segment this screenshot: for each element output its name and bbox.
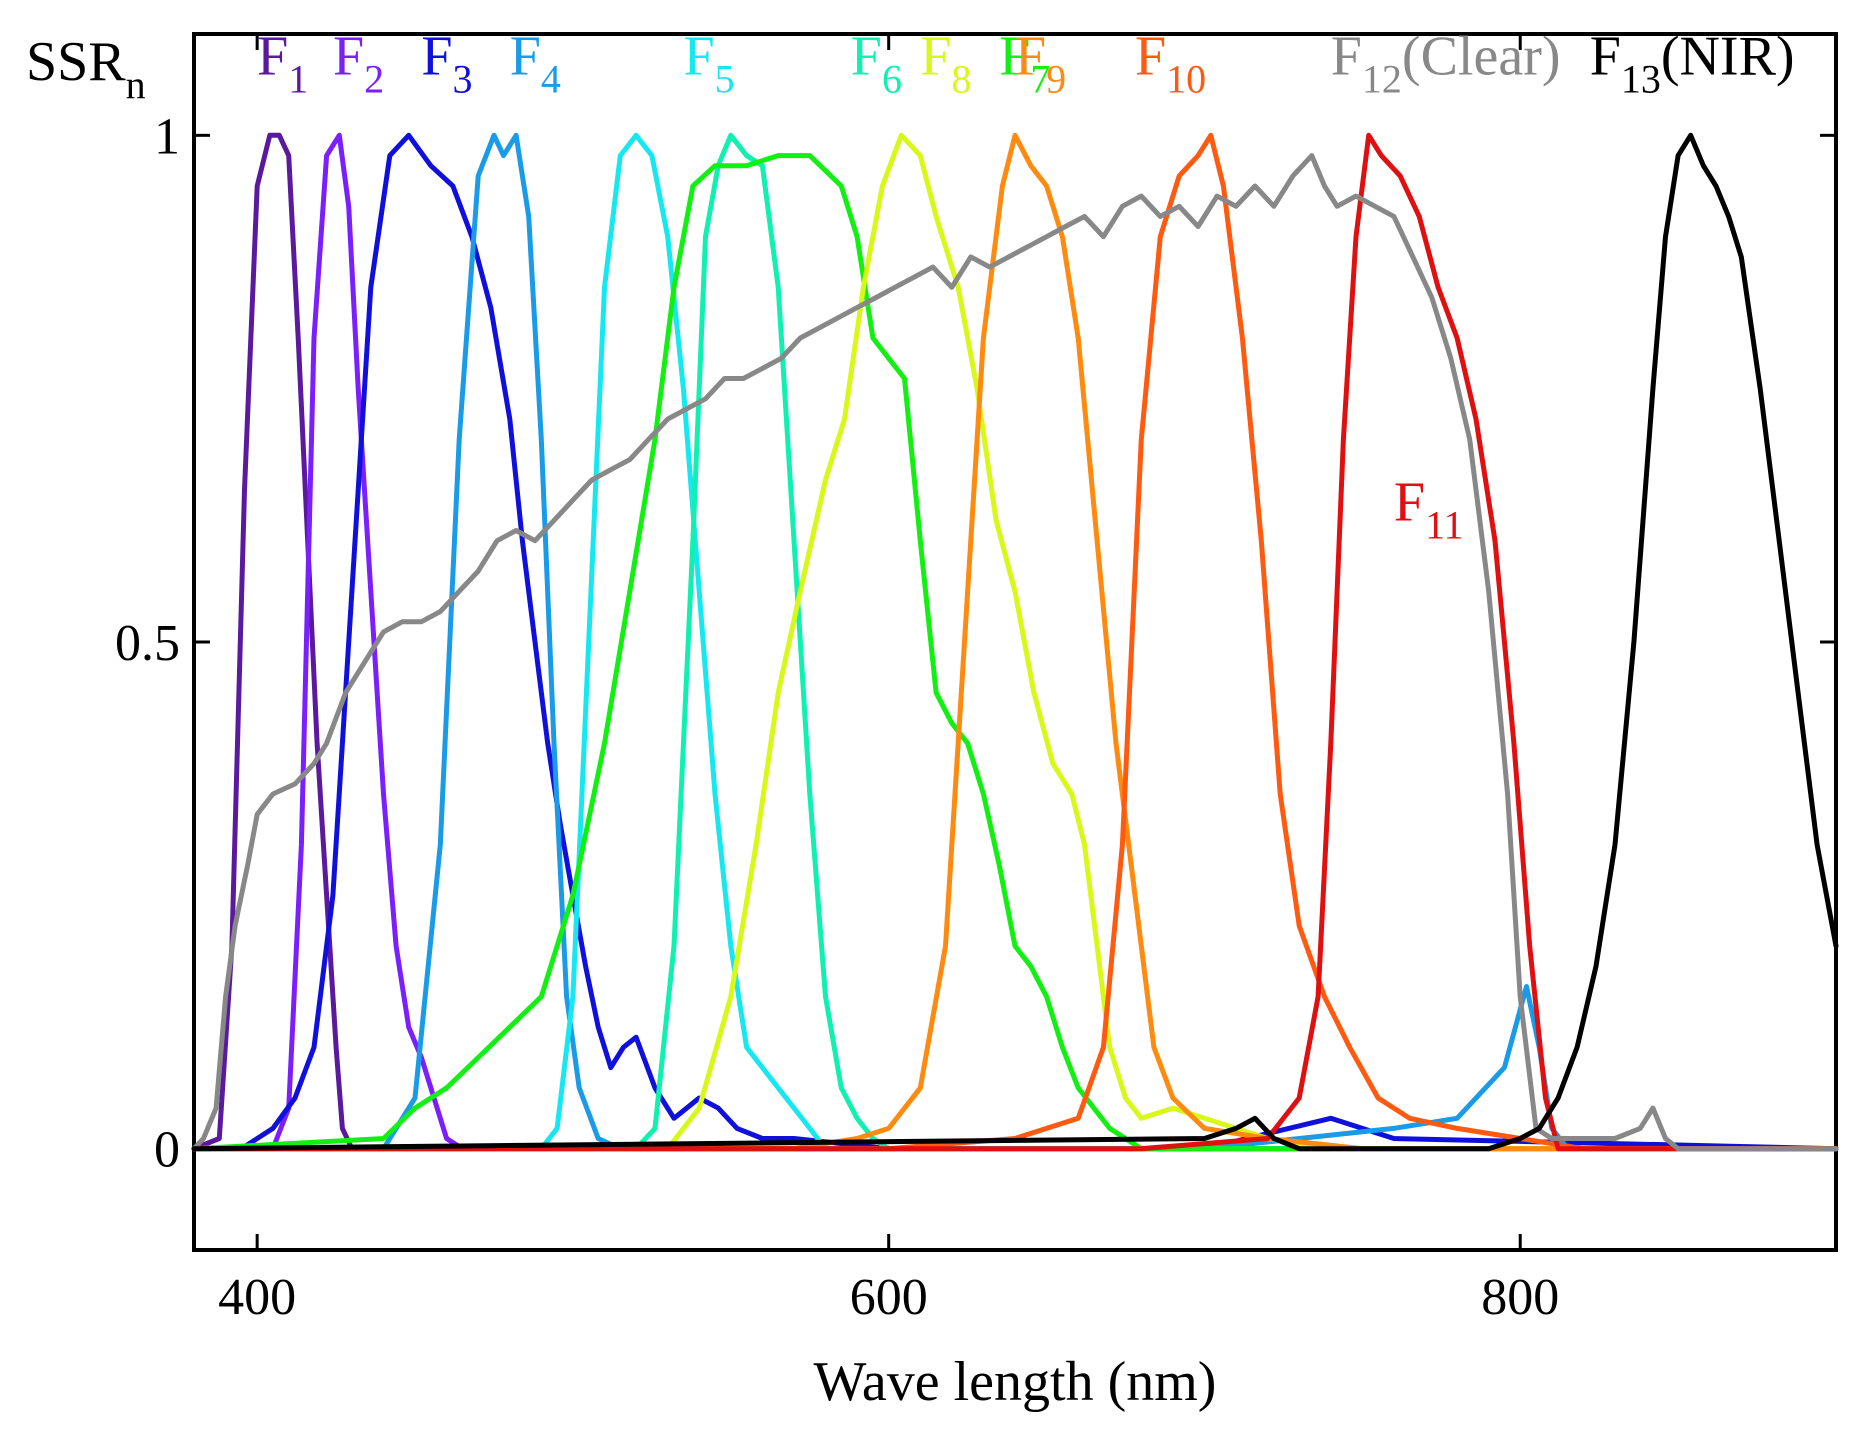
series-label-f4: F4 [510, 26, 561, 102]
series-label-sub: 10 [1166, 57, 1206, 102]
series-label-f6: F6 [851, 26, 902, 102]
series-line-f12 [191, 153, 1839, 1152]
series-label-main: F [920, 26, 951, 88]
series-label-sub: 4 [541, 57, 561, 102]
series-label-f9: F9 [1015, 26, 1066, 102]
series-line-f8 [191, 132, 1839, 1152]
y-tick-label: 0.5 [115, 615, 180, 672]
series-label-sub: 12 [1362, 57, 1402, 102]
y-axis-title-sub: n [126, 62, 146, 107]
x-tick-label: 600 [850, 1269, 928, 1326]
series-line-f4 [191, 132, 1839, 1152]
series-line-f6 [191, 132, 1839, 1152]
series-label-f2: F2 [333, 26, 384, 102]
series-label-main: F [333, 26, 364, 88]
series-label-f5: F5 [683, 26, 734, 102]
series-line-f2 [191, 132, 1839, 1152]
series-label-sub: 1 [288, 57, 308, 102]
series-line-f1 [191, 132, 1839, 1152]
series-label-sub: 7 [1030, 57, 1050, 102]
series-label-sub: 13 [1621, 57, 1661, 102]
series-lines [191, 132, 1839, 1152]
series-line-f7 [191, 153, 1839, 1152]
series-label-f7: F7 [999, 26, 1050, 102]
series-label-sub: 8 [951, 57, 971, 102]
series-label-f12: F12(Clear) [1331, 26, 1561, 102]
series-label-main: F [851, 26, 882, 88]
x-axis-title: Wave length (nm) [814, 1351, 1217, 1413]
series-label-f11: F11 [1394, 471, 1464, 547]
series-label-f8: F8 [920, 26, 971, 102]
series-label-sub: 6 [882, 57, 902, 102]
series-line-f11 [191, 132, 1839, 1152]
plot-frame [192, 32, 1838, 1252]
y-tick-label: 0 [154, 1122, 180, 1179]
y-axis-title: SSRn [26, 31, 146, 107]
series-label-main: F [1331, 26, 1362, 88]
series-label-main: F [1135, 26, 1166, 88]
series-line-f13 [191, 132, 1839, 1152]
series-label-sub: 3 [453, 57, 473, 102]
series-label-main: F [257, 26, 288, 88]
series-line-f9 [191, 132, 1839, 1152]
series-label-main: F [1015, 26, 1046, 88]
series-label-sub: 9 [1046, 57, 1066, 102]
x-tick-label: 400 [218, 1269, 296, 1326]
series-label-f13: F13(NIR) [1590, 26, 1795, 102]
y-axis-title-main: SSR [26, 31, 126, 93]
axis-ticks: 400 600 800 0 0.5 1 [115, 34, 1836, 1326]
series-label-f3: F3 [421, 26, 472, 102]
y-tick-label: 1 [154, 108, 180, 165]
series-label-main: F [1394, 471, 1425, 533]
x-tick-label: 800 [1481, 1269, 1559, 1326]
series-label-f1: F1 [257, 26, 308, 102]
series-label-sub: 5 [715, 57, 735, 102]
series-label-main: F [999, 26, 1030, 88]
series-label-main: F [510, 26, 541, 88]
series-line-f10 [191, 132, 1839, 1152]
series-label-f10: F10 [1135, 26, 1206, 102]
series-label-extra: (Clear) [1402, 26, 1561, 88]
series-label-sub: 11 [1425, 502, 1464, 547]
series-label-extra: (NIR) [1661, 26, 1795, 88]
series-label-sub: 2 [364, 57, 384, 102]
series-label-main: F [683, 26, 714, 88]
series-label-main: F [421, 26, 452, 88]
series-label-main: F [1590, 26, 1621, 88]
